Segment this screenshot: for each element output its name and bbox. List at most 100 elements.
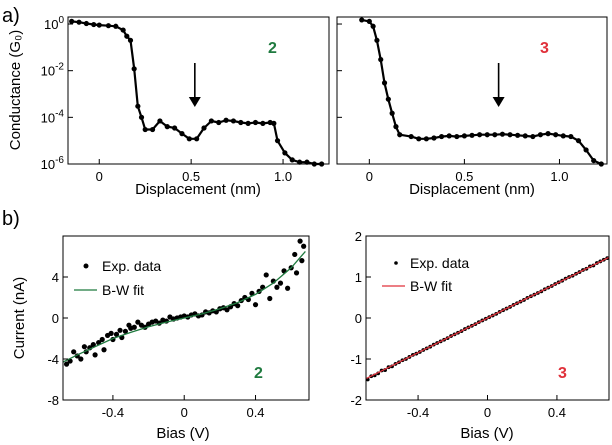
chart-b2-point-65 (285, 285, 291, 291)
chart-a2-ticks: 0 0.5 1.0 100 10-2 10-4 10-6 (41, 15, 292, 184)
chart-a2-point-21 (201, 125, 207, 131)
chart-a2-xlabel: Displacement (nm) (135, 181, 261, 198)
chart-a3-point-15 (446, 133, 452, 139)
chart-a2-point-25 (230, 118, 237, 124)
chart-b3-legend-marker-data (394, 261, 398, 265)
chart-b3-xtick-label-1: 0 (484, 405, 491, 420)
chart-a3-point-13 (431, 135, 437, 141)
chart-b2-ytick-label-2: 0 (52, 311, 59, 326)
chart-b2-xtick-label-2: 0.4 (246, 405, 264, 420)
chart-a2-point-2 (83, 20, 89, 27)
chart-a2-point-4 (96, 22, 102, 28)
chart-b3-ticks: -0.4 0 0.4 -2 -1 0 1 2 (350, 229, 566, 420)
chart-b2-legend-data: Exp. data (102, 258, 161, 274)
chart-a3-point-8 (393, 124, 399, 130)
chart-b2-point-51 (235, 303, 241, 309)
chart-a2-point-24 (223, 117, 229, 123)
chart-a2-ytick-label-0: 100 (44, 15, 64, 32)
chart-b2-xtick-label-1: 0 (181, 405, 188, 420)
chart-b3-ytick-label-2: 0 (355, 311, 362, 326)
chart-a3-xtick-label-2: 1.0 (550, 169, 568, 184)
chart-a2-frame (67, 16, 330, 165)
chart-b2-point-67 (292, 251, 298, 258)
chart-a3-point-19 (477, 132, 483, 138)
chart-a3-point-12 (423, 136, 429, 142)
chart-b2-point-68 (293, 270, 300, 276)
chart-b2-point-56 (252, 302, 259, 308)
chart-a3-point-14 (438, 133, 445, 140)
chart-b2-point-8 (90, 342, 96, 348)
chart-b2-point-48 (224, 307, 230, 313)
chart-a3-point-9 (397, 132, 403, 138)
chart-a3-point-3 (374, 37, 380, 43)
chart-a3-point-20 (484, 132, 490, 138)
chart-a3-marks (359, 17, 604, 167)
panel-label-b: b) (2, 208, 20, 230)
chart-b2-point-55 (249, 290, 255, 296)
chart-a2-point-22 (208, 118, 214, 124)
chart-a3-point-17 (461, 133, 467, 139)
chart-b2-point-11 (99, 336, 105, 343)
chart-b2-ytick-label-0: -8 (47, 393, 59, 408)
chart-b2-legend-fit: B-W fit (102, 282, 144, 298)
chart-b3: -0.4 0 0.4 -2 -1 0 1 2 Bias (V) 3 Exp. data B-W… (350, 229, 610, 442)
chart-a3-point-31 (568, 133, 574, 140)
chart-a2-point-36 (304, 159, 310, 165)
chart-a2-point-20 (194, 136, 200, 142)
chart-b2-point-2 (71, 349, 77, 355)
chart-a3-point-1 (366, 18, 372, 24)
chart-a2-point-19 (186, 136, 192, 142)
chart-a3-point-26 (530, 133, 536, 140)
chart-a2-point-9 (127, 37, 134, 43)
chart-a2-xtick-label-2: 1.0 (274, 169, 292, 184)
chart-b2: -0.4 0 0.4 -8 -4 0 4 Current (nA) Bias (V) 2 E… (11, 235, 310, 442)
chart-b2-ytick-label-3: 4 (52, 270, 59, 285)
chart-b2-point-19 (122, 328, 128, 334)
chart-b2-marks (62, 238, 307, 367)
chart-a3-point-18 (469, 132, 475, 138)
chart-b2-ticks: -0.4 0 0.4 -8 -4 0 4 (47, 270, 264, 420)
chart-b2-xtick-label-0: -0.4 (102, 405, 124, 420)
chart-a2-point-16 (164, 124, 170, 130)
chart-a2-point-35 (296, 159, 303, 165)
chart-a2-ytick-label-2: 10-4 (41, 108, 65, 125)
chart-b3-badge: 3 (558, 365, 567, 382)
chart-b2-badge: 2 (254, 365, 263, 382)
chart-a2-point-33 (282, 150, 288, 156)
chart-b2-point-12 (101, 347, 107, 353)
chart-b3-xtick-label-0: -0.4 (407, 405, 429, 420)
chart-a2-point-17 (172, 125, 178, 131)
chart-b2-legend: Exp. data B-W fit (74, 258, 161, 298)
chart-a2-point-7 (120, 27, 126, 33)
chart-a3-xtick-label-1: 0.5 (455, 169, 473, 184)
chart-a3-point-27 (537, 132, 544, 138)
chart-a2-trace-line (71, 20, 322, 166)
chart-b2-legend-marker-data (83, 263, 89, 269)
chart-a3-point-34 (591, 157, 597, 164)
chart-a2-point-28 (252, 119, 259, 126)
chart-b3-xtick-label-2: 0.4 (548, 405, 566, 420)
chart-a3-xlabel: Displacement (nm) (409, 181, 535, 198)
chart-a2-point-1 (76, 19, 82, 25)
chart-b2-point-5 (81, 344, 87, 350)
chart-b2-point-23 (135, 319, 141, 325)
chart-b2-point-9 (92, 352, 98, 358)
chart-b2-ytick-label-1: -4 (47, 352, 59, 367)
chart-b3-ytick-label-1: -1 (350, 352, 362, 367)
chart-a2-point-11 (135, 103, 141, 109)
chart-a2-point-26 (238, 119, 244, 126)
chart-b2-point-16 (113, 331, 120, 337)
chart-b3-legend-data: Exp. data (410, 255, 469, 271)
chart-a3-point-22 (499, 131, 506, 137)
chart-a2-point-10 (131, 66, 137, 72)
chart-a3-arrow-head (492, 97, 505, 107)
chart-a2-point-31 (271, 120, 277, 126)
chart-a3-point-23 (507, 132, 513, 138)
chart-a2-ytick-label-3: 10-6 (41, 155, 65, 172)
chart-a3-point-4 (378, 56, 384, 63)
chart-a2-ytick-label-1: 10-2 (41, 62, 65, 79)
chart-b2-ylabel: Current (nA) (11, 277, 28, 360)
chart-a2-point-6 (113, 23, 119, 29)
chart-a2-point-23 (216, 119, 222, 126)
